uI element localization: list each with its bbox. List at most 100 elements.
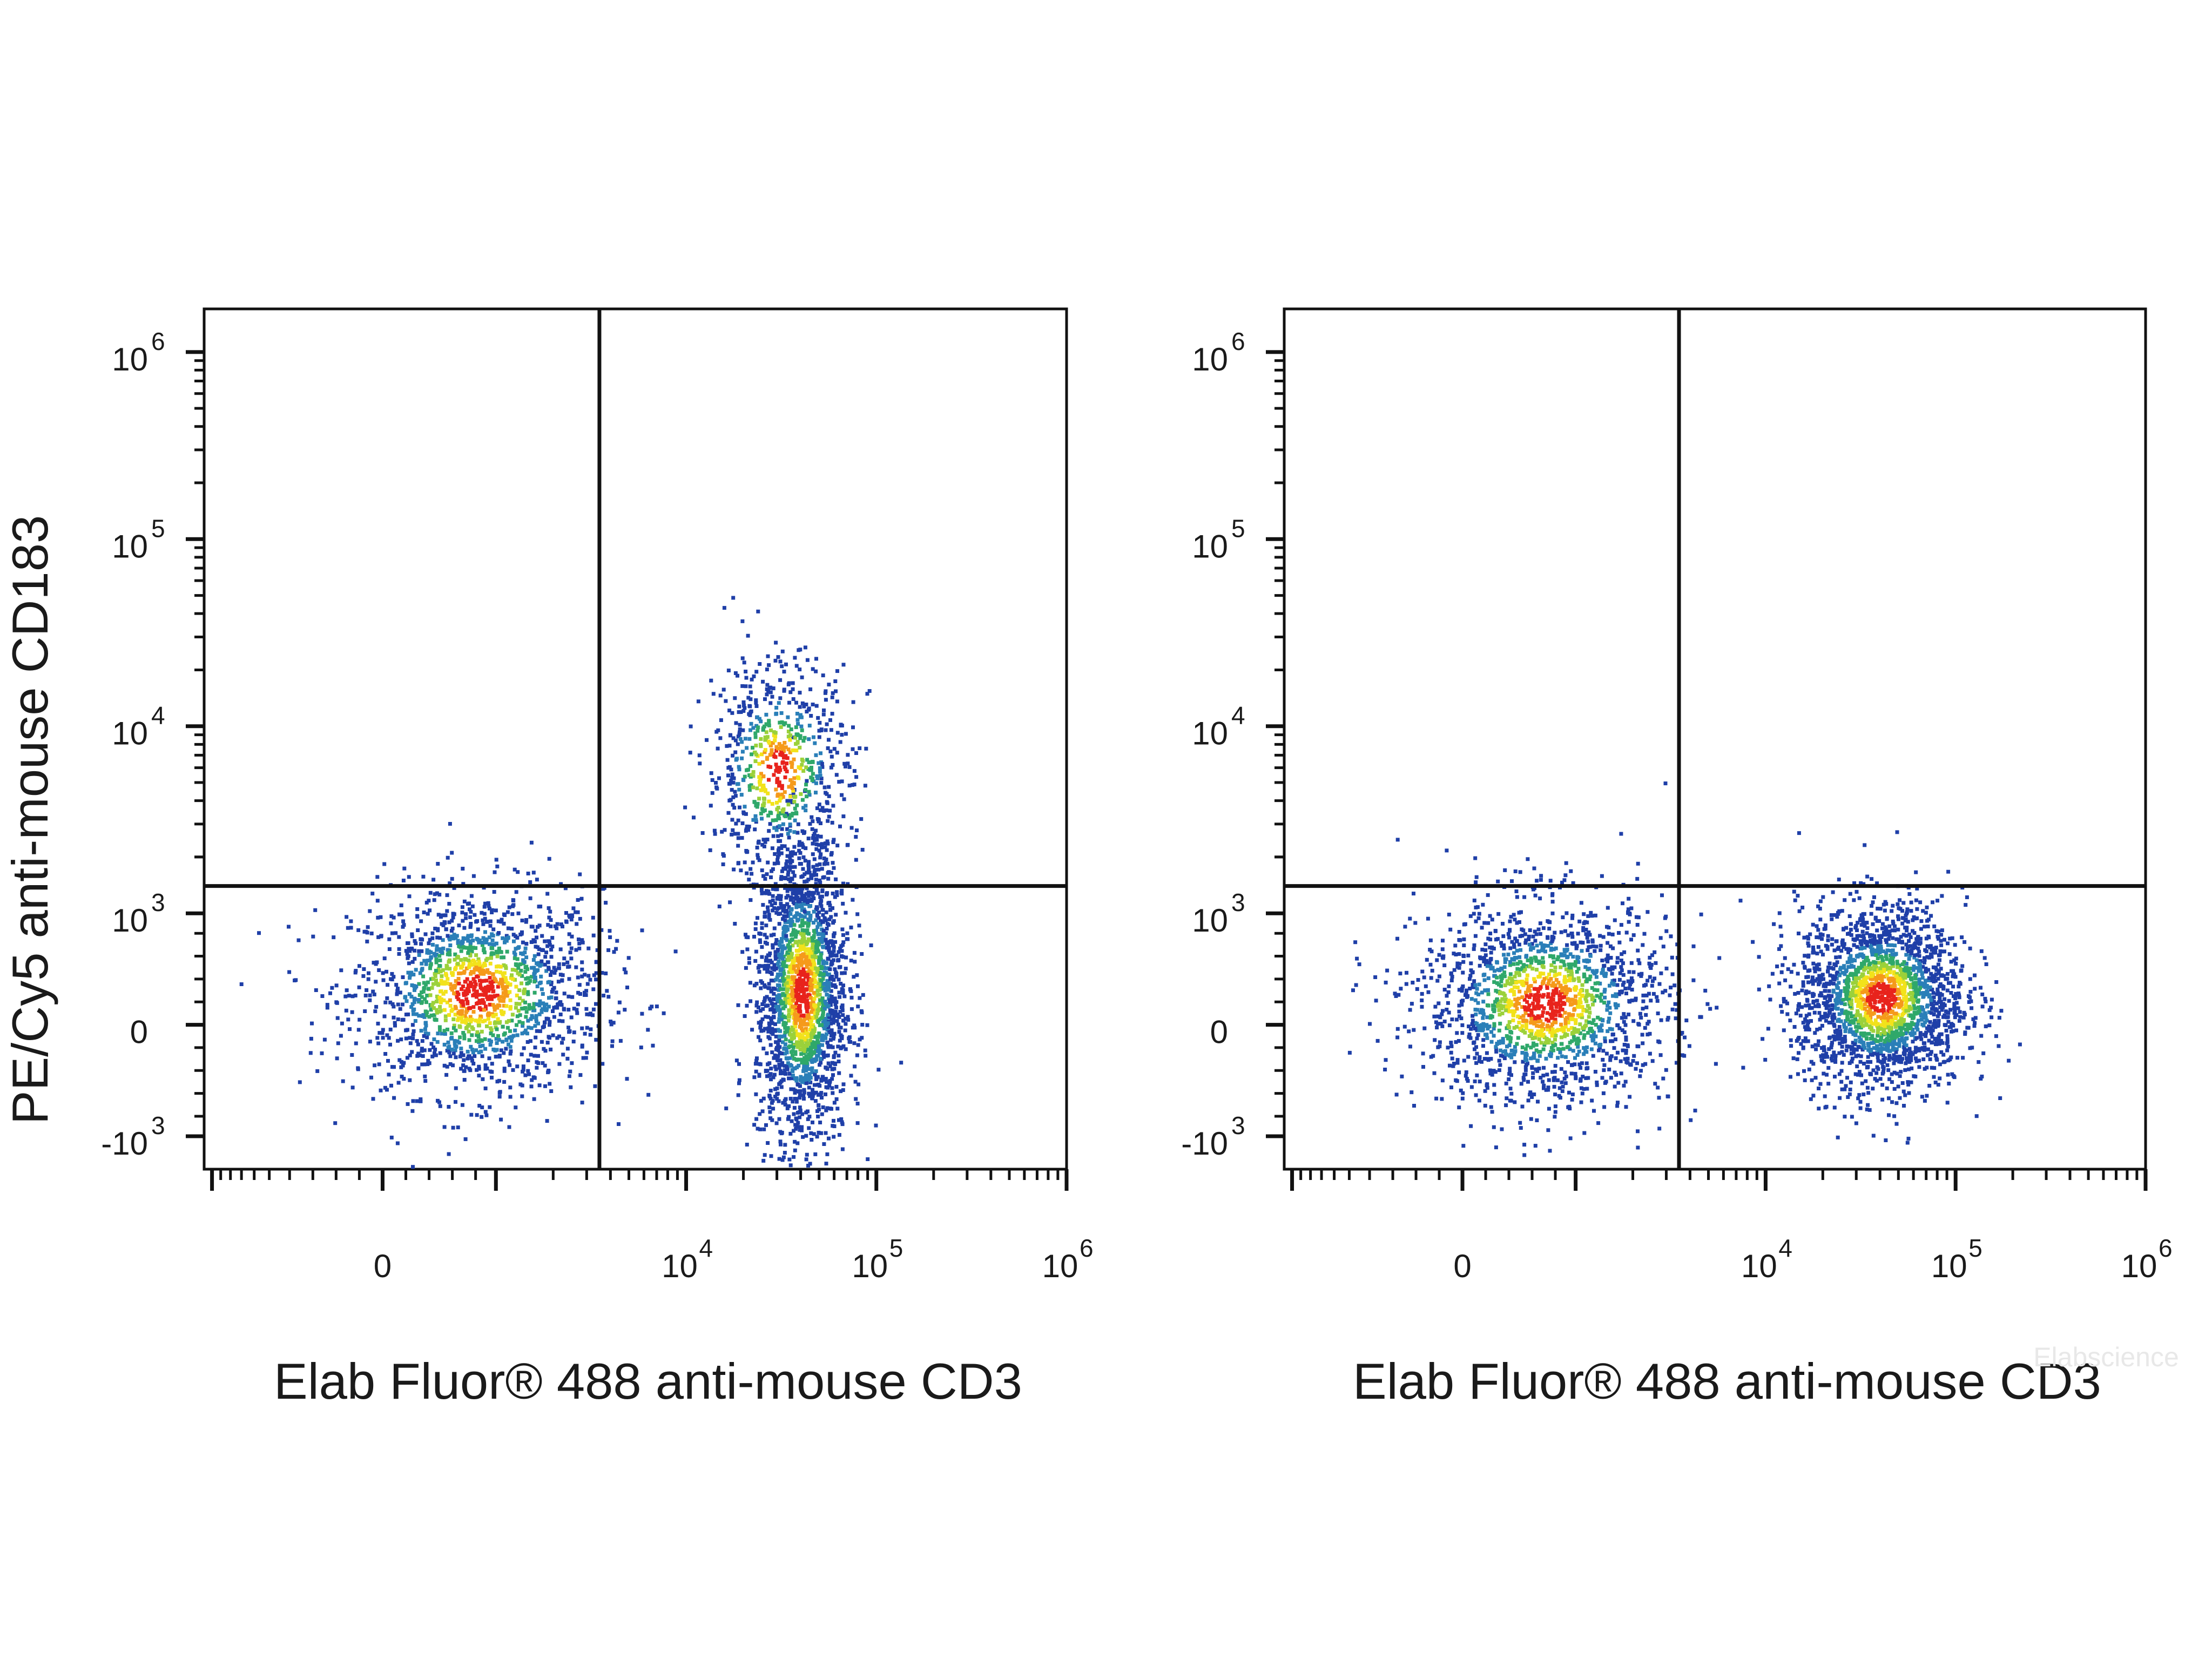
event-dot — [433, 892, 437, 896]
event-dot — [410, 1002, 415, 1006]
event-dot — [764, 712, 768, 717]
event-dot — [807, 967, 812, 971]
event-dot — [800, 1028, 805, 1033]
event-dot — [491, 1003, 495, 1007]
event-dot — [485, 1024, 489, 1028]
event-dot — [771, 946, 775, 950]
event-dot — [1564, 993, 1568, 997]
event-dot — [771, 898, 775, 902]
event-dot — [1482, 978, 1487, 982]
event-dot — [799, 713, 802, 717]
event-dot — [466, 1001, 470, 1006]
event-dot — [757, 775, 761, 779]
event-dot — [609, 1020, 613, 1023]
event-dot — [828, 1044, 833, 1048]
event-dot — [743, 774, 747, 779]
event-dot — [480, 1115, 484, 1119]
event-dot — [818, 895, 822, 899]
event-dot — [1529, 1056, 1533, 1061]
event-dot — [774, 1067, 778, 1071]
event-dot — [442, 1029, 447, 1033]
event-dot — [792, 1057, 796, 1061]
event-dot — [1699, 912, 1703, 916]
event-dot — [401, 1063, 405, 1068]
event-dot — [715, 786, 719, 791]
event-dot — [1553, 1092, 1557, 1097]
event-dot — [832, 933, 836, 937]
event-dot — [439, 999, 443, 1003]
event-dot — [827, 785, 831, 789]
event-dot — [769, 875, 773, 879]
event-dot — [445, 893, 449, 898]
event-dot — [1627, 896, 1631, 901]
event-dot — [536, 968, 540, 972]
event-dot — [408, 1036, 412, 1040]
event-dot — [1462, 1058, 1466, 1063]
event-dot — [807, 993, 812, 997]
event-dot — [737, 1062, 741, 1066]
event-dot — [1631, 1019, 1636, 1023]
event-dot — [437, 1009, 442, 1014]
event-dot — [383, 1052, 388, 1056]
event-dot — [774, 828, 779, 832]
event-dot — [761, 1096, 766, 1101]
event-dot — [764, 730, 768, 734]
event-dot — [511, 903, 516, 907]
event-dot — [504, 979, 508, 983]
event-dot — [834, 975, 839, 979]
event-dot — [505, 994, 509, 998]
event-dot — [804, 959, 808, 963]
event-dot — [1602, 1063, 1607, 1067]
event-dot — [814, 1090, 818, 1095]
event-dot — [431, 976, 435, 981]
event-dot — [406, 970, 410, 975]
event-dot — [487, 1038, 491, 1042]
event-dot — [550, 936, 555, 940]
event-dot — [531, 871, 536, 875]
event-dot — [1477, 1059, 1481, 1063]
event-dot — [350, 1010, 354, 1014]
event-dot — [827, 994, 832, 998]
event-dot — [435, 994, 439, 999]
event-dot — [1481, 902, 1485, 907]
event-dot — [442, 980, 447, 984]
event-dot — [1435, 1026, 1439, 1030]
event-dot — [808, 915, 812, 919]
event-dot — [1590, 997, 1594, 1002]
event-dot — [827, 950, 832, 954]
event-dot — [528, 896, 532, 900]
event-dot — [754, 818, 758, 822]
event-dot — [1412, 1104, 1416, 1108]
event-dot — [1536, 1029, 1540, 1034]
event-dot — [494, 941, 498, 946]
event-dot — [333, 1121, 338, 1125]
event-dot — [412, 1029, 416, 1033]
event-dot — [774, 1034, 778, 1038]
event-dot — [532, 990, 537, 995]
event-dot — [502, 1033, 506, 1037]
event-dot — [457, 923, 461, 928]
event-dot — [1594, 975, 1599, 979]
event-dot — [837, 1071, 841, 1075]
event-dot — [400, 912, 404, 916]
event-dot — [822, 928, 826, 933]
event-dot — [774, 818, 778, 822]
event-dot — [493, 1008, 497, 1012]
event-dot — [768, 811, 772, 814]
event-dot — [576, 1002, 580, 1007]
event-dot — [739, 710, 743, 714]
event-dot — [778, 678, 783, 682]
event-dot — [766, 690, 770, 693]
event-dot — [428, 891, 433, 895]
event-dot — [791, 900, 795, 904]
event-dot — [427, 1061, 431, 1065]
event-dot — [820, 845, 824, 849]
event-dot — [756, 609, 760, 613]
event-dot — [815, 887, 819, 892]
event-dot — [483, 930, 487, 934]
event-dot — [1467, 1024, 1471, 1029]
event-dot — [565, 1047, 570, 1051]
event-dot — [428, 966, 432, 970]
event-dot — [501, 972, 505, 976]
event-dot — [807, 860, 811, 864]
